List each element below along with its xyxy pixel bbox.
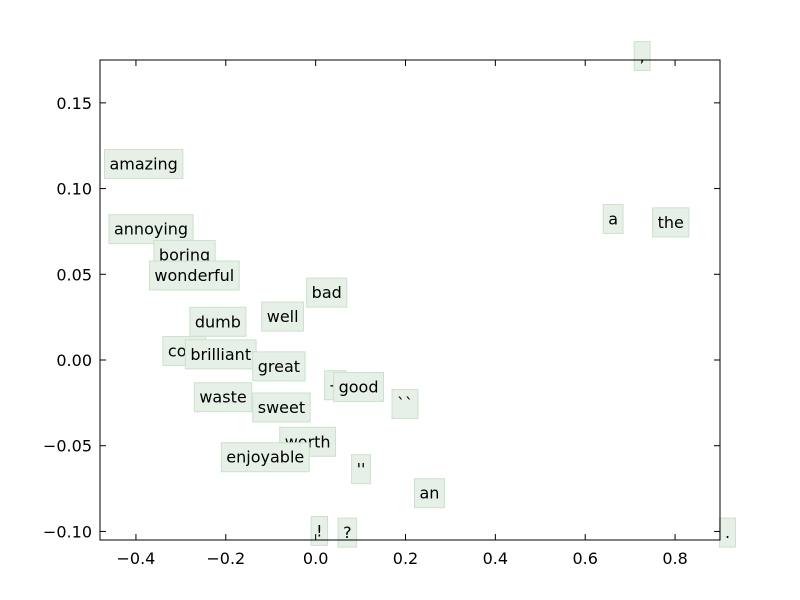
point-label: !	[316, 521, 322, 540]
point-label: a	[608, 209, 618, 228]
point-14: ``	[391, 389, 419, 420]
point-label: great	[258, 357, 300, 376]
point-20: ?	[337, 517, 358, 548]
point-box	[184, 339, 257, 370]
point-9: great	[252, 351, 306, 382]
point-label: the	[658, 213, 684, 232]
y-tick-label: −0.10	[43, 522, 92, 541]
point-box	[351, 454, 371, 485]
point-box	[148, 260, 240, 291]
axis-ticks: −0.4 −0.2 0.0 0.2 0.4 0.6 0.8 −0.10 −0.05 0.00 0.0…	[43, 60, 720, 568]
point-4: bad	[306, 277, 348, 308]
point-box	[261, 301, 305, 332]
x-tick-label: 0.6	[572, 549, 597, 568]
y-tick-label: 0.15	[56, 94, 92, 113]
point-label: enjoyable	[226, 448, 304, 467]
point-16: enjoyable	[220, 442, 310, 473]
point-1: annoying	[108, 214, 194, 245]
point-box	[413, 478, 445, 509]
y-tick-label: 0.05	[56, 265, 92, 284]
x-tick-label: 0.0	[303, 549, 328, 568]
point-box	[252, 392, 311, 423]
point-8: brilliant	[184, 339, 257, 370]
x-tick-label: 0.2	[393, 549, 418, 568]
point-13: sweet	[252, 392, 311, 423]
point-box	[602, 203, 624, 234]
y-tick-label: 0.00	[56, 351, 92, 370]
point-label: an	[419, 484, 439, 503]
point-17: ''	[351, 454, 371, 485]
point-label: waste	[199, 388, 246, 407]
point-18: an	[413, 478, 445, 509]
point-0: amazing	[103, 149, 184, 180]
point-21: a	[602, 203, 624, 234]
point-label: dumb	[195, 312, 241, 331]
point-label: ``	[397, 395, 413, 414]
point-box	[633, 41, 651, 72]
point-box	[103, 149, 184, 180]
x-tick-label: −0.4	[117, 549, 156, 568]
point-box	[220, 442, 310, 473]
point-label: ,	[640, 47, 645, 66]
y-tick-label: −0.05	[43, 437, 92, 456]
y-tick-label: 0.10	[56, 180, 92, 199]
point-box	[108, 214, 194, 245]
point-12: waste	[193, 382, 253, 413]
point-box	[391, 389, 419, 420]
point-22: the	[652, 207, 690, 238]
plot-frame	[99, 59, 721, 541]
x-tick-label: 0.4	[483, 549, 508, 568]
point-box	[333, 371, 385, 402]
point-label: annoying	[114, 220, 188, 239]
point-3: wonderful	[148, 260, 240, 291]
x-tick-label: −0.2	[206, 549, 245, 568]
point-5: well	[261, 301, 305, 332]
point-label: good	[339, 377, 379, 396]
point-label: boring	[159, 245, 210, 264]
point-box	[306, 277, 348, 308]
point-11: good	[333, 371, 385, 402]
point-label: wonderful	[154, 266, 234, 285]
x-tick-label: 0.8	[662, 549, 687, 568]
point-24: .	[719, 517, 737, 548]
point-label: ''	[357, 460, 366, 479]
point-label: ?	[343, 523, 352, 542]
point-label: sweet	[258, 398, 305, 417]
point-box	[193, 382, 253, 413]
point-label: amazing	[109, 155, 177, 174]
point-box	[189, 306, 247, 337]
point-label: brilliant	[190, 345, 251, 364]
point-19: !	[310, 515, 329, 546]
point-box	[652, 207, 690, 238]
point-label: well	[267, 307, 299, 326]
point-label: bad	[312, 283, 342, 302]
point-label: .	[725, 523, 730, 542]
point-23: ,	[633, 41, 651, 72]
point-6: dumb	[189, 306, 247, 337]
point-box	[252, 351, 306, 382]
